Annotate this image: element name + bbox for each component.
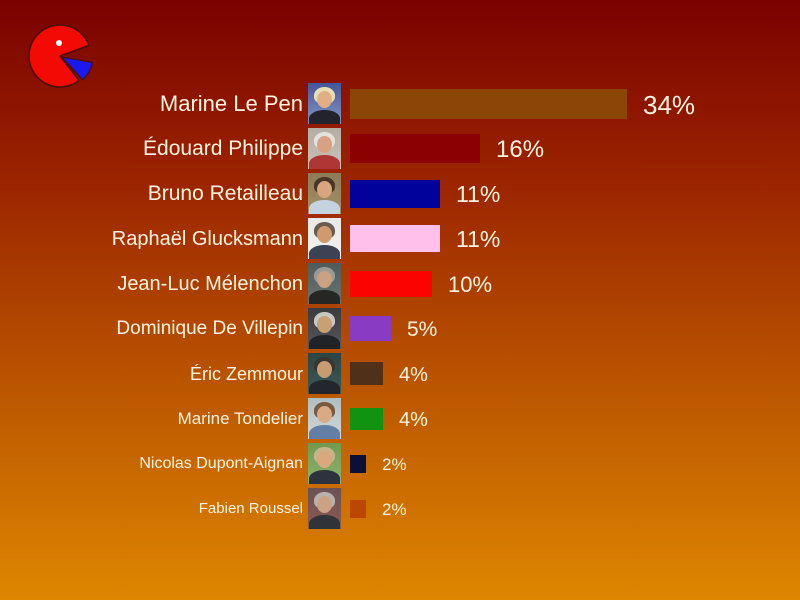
- candidate-photo: [308, 128, 341, 169]
- pie-exploded-slice-icon: [61, 56, 94, 81]
- candidate-photo: [308, 353, 341, 394]
- avatar-torso-icon: [309, 290, 340, 304]
- chart-row: Édouard Philippe 16%: [0, 126, 800, 171]
- avatar-torso-icon: [309, 200, 340, 214]
- result-bar: [350, 225, 440, 252]
- avatar-torso-icon: [309, 425, 340, 439]
- candidate-photo: [308, 83, 341, 124]
- avatar-face-icon: [317, 406, 332, 423]
- value-label: 11%: [456, 226, 501, 252]
- value-label: 34%: [643, 89, 696, 120]
- value-label: 5%: [407, 318, 438, 341]
- chart-row: Jean-Luc Mélenchon 10%: [0, 261, 800, 306]
- avatar-torso-icon: [309, 245, 340, 259]
- result-bar: [350, 179, 440, 208]
- pie-main-slice-icon: [28, 24, 90, 88]
- chart-row: Marine Tondelier 4%: [0, 396, 800, 441]
- avatar-face-icon: [317, 316, 332, 333]
- chart-row: Raphaël Glucksmann 11%: [0, 216, 800, 261]
- candidate-photo: [308, 263, 341, 304]
- result-bar: [350, 362, 383, 385]
- avatar-torso-icon: [309, 335, 340, 349]
- result-bar: [350, 407, 383, 430]
- avatar-face-icon: [317, 226, 332, 243]
- candidate-name: Jean-Luc Mélenchon: [117, 272, 303, 295]
- candidate-photo: [308, 443, 341, 484]
- pie-eye-icon: [56, 40, 62, 46]
- chart-row: Dominique De Villepin 5%: [0, 306, 800, 351]
- candidate-name: Édouard Philippe: [143, 137, 303, 160]
- candidate-photo: [308, 308, 341, 349]
- avatar-face-icon: [317, 136, 332, 153]
- candidate-name: Raphaël Glucksmann: [111, 227, 303, 250]
- avatar-face-icon: [317, 271, 332, 288]
- candidate-name: Marine Le Pen: [159, 90, 303, 116]
- candidate-photo: [308, 218, 341, 259]
- chart-row: Nicolas Dupont-Aignan 2%: [0, 441, 800, 486]
- chart-row: Éric Zemmour 4%: [0, 351, 800, 396]
- chart-row: Bruno Retailleau 11%: [0, 171, 800, 216]
- poll-bar-chart: Marine Le Pen 34% Édouard Philippe 16% B…: [0, 81, 800, 531]
- candidate-name: Fabien Roussel: [198, 500, 303, 517]
- candidate-photo: [308, 488, 341, 529]
- candidate-name: Bruno Retailleau: [147, 182, 303, 205]
- value-label: 2%: [382, 455, 407, 474]
- chart-row: Fabien Roussel 2%: [0, 486, 800, 531]
- value-label: 11%: [456, 181, 501, 207]
- result-bar: [350, 88, 627, 119]
- avatar-face-icon: [317, 496, 332, 513]
- avatar-face-icon: [317, 91, 332, 108]
- avatar-torso-icon: [309, 470, 340, 484]
- value-label: 10%: [448, 271, 493, 297]
- chart-row: Marine Le Pen 34%: [0, 81, 800, 126]
- avatar-torso-icon: [309, 380, 340, 394]
- candidate-photo: [308, 398, 341, 439]
- pie-chart-logo: [28, 24, 94, 88]
- result-bar: [350, 316, 391, 341]
- candidate-name: Éric Zemmour: [189, 363, 303, 384]
- avatar-face-icon: [317, 451, 332, 468]
- candidate-name: Nicolas Dupont-Aignan: [139, 454, 303, 472]
- result-bar: [350, 134, 480, 163]
- avatar-torso-icon: [309, 515, 340, 529]
- candidate-name: Dominique De Villepin: [116, 318, 303, 339]
- result-bar: [350, 270, 432, 297]
- avatar-torso-icon: [309, 110, 340, 124]
- value-label: 4%: [399, 408, 428, 431]
- candidate-photo: [308, 173, 341, 214]
- avatar-face-icon: [317, 181, 332, 198]
- candidate-name: Marine Tondelier: [177, 409, 303, 428]
- value-label: 4%: [399, 363, 428, 386]
- result-bar: [350, 454, 366, 473]
- value-label: 16%: [496, 135, 545, 163]
- avatar-torso-icon: [309, 155, 340, 169]
- avatar-face-icon: [317, 361, 332, 378]
- value-label: 2%: [382, 500, 407, 519]
- result-bar: [350, 499, 366, 518]
